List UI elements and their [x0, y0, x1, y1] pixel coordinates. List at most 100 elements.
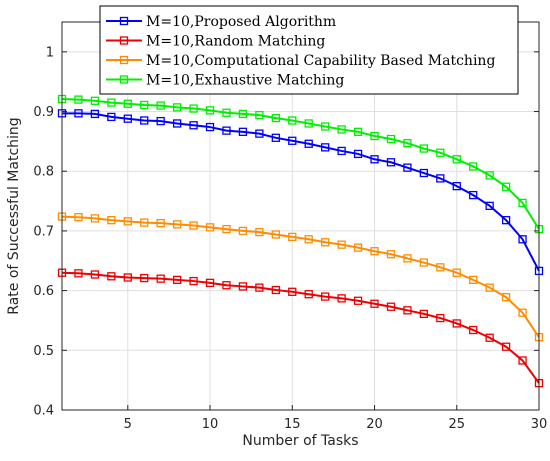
y-tick-label: 0.8 [33, 165, 54, 180]
legend-label: M=10,Exhaustive Matching [146, 73, 344, 89]
series-line [62, 112, 540, 272]
data-point [156, 101, 165, 110]
data-point [271, 230, 280, 239]
data-point [353, 243, 363, 252]
data-point [222, 224, 231, 234]
data-point [370, 299, 379, 308]
data-point [518, 308, 527, 317]
y-tick-label: 0.4 [33, 404, 54, 419]
data-point [238, 226, 248, 236]
x-tick-label: 20 [366, 417, 383, 432]
data-point [205, 122, 215, 132]
data-point [518, 198, 527, 208]
data-point [386, 302, 396, 311]
data-point [90, 214, 100, 223]
data-point [469, 190, 478, 200]
y-tick-label: 1 [46, 45, 54, 60]
data-point [205, 223, 215, 232]
data-point [321, 238, 330, 247]
data-point [288, 136, 297, 145]
data-point [222, 281, 231, 290]
data-point [74, 95, 83, 104]
data-point [156, 116, 165, 126]
data-point [419, 309, 429, 319]
data-point [107, 216, 116, 225]
data-point [288, 232, 297, 242]
data-point [370, 131, 379, 141]
data-point [172, 119, 182, 128]
data-point [238, 282, 248, 291]
data-point [485, 201, 494, 211]
data-point [370, 247, 379, 256]
y-axis-label: Rate of Successful Matching [6, 117, 22, 314]
data-point [288, 116, 297, 125]
data-point [419, 168, 429, 178]
x-tick-label: 5 [124, 417, 132, 432]
data-point [123, 99, 132, 108]
legend-swatch-marker [119, 16, 129, 26]
data-point [452, 155, 461, 164]
data-point [172, 275, 182, 285]
data-point [501, 293, 511, 302]
legend-label: M=10,Computational Capability Based Matc… [146, 53, 495, 69]
data-point [518, 356, 527, 365]
series-1 [57, 109, 544, 276]
data-point [156, 219, 165, 228]
x-tick-label: 30 [531, 417, 548, 432]
data-point [436, 313, 445, 323]
data-point [140, 273, 149, 283]
data-point [205, 106, 215, 115]
series-2 [57, 268, 544, 388]
data-point [123, 273, 132, 282]
data-point [370, 155, 379, 164]
data-point [172, 103, 182, 112]
y-tick-label: 0.7 [33, 224, 54, 239]
legend-item: M=10,Exhaustive Matching [106, 73, 344, 89]
data-point [518, 235, 527, 244]
data-point [140, 116, 149, 125]
data-point [501, 342, 511, 351]
data-point [304, 290, 313, 299]
data-point [90, 96, 100, 105]
data-point [238, 127, 248, 136]
data-point [222, 108, 231, 117]
data-point [436, 174, 445, 183]
data-point [469, 325, 478, 335]
y-tick-label: 0.6 [33, 284, 54, 299]
x-tick-label: 10 [202, 417, 219, 432]
data-point [403, 163, 412, 172]
data-point [501, 182, 511, 191]
data-point [469, 275, 478, 285]
data-point [304, 235, 313, 244]
data-point [255, 227, 264, 237]
data-point [353, 127, 363, 136]
data-point [255, 283, 264, 292]
series-line [61, 98, 540, 230]
legend-box [99, 5, 519, 95]
data-point [189, 221, 198, 230]
data-point [140, 100, 149, 110]
legend-item: M=10,Computational Capability Based Matc… [106, 53, 495, 69]
y-tick-label: 0.9 [33, 105, 54, 120]
data-point [74, 269, 83, 278]
data-point [485, 171, 494, 180]
data-point [485, 333, 494, 342]
data-point [419, 144, 429, 153]
legend: M=10,Proposed Algorithm M=10,Random Match… [99, 5, 519, 95]
data-point [485, 283, 494, 292]
data-point [452, 319, 461, 328]
data-point [172, 220, 182, 229]
data-point [386, 158, 396, 167]
data-point [436, 148, 445, 157]
data-point [90, 270, 100, 279]
data-point [123, 217, 132, 226]
data-point [271, 113, 280, 123]
data-point [255, 129, 264, 138]
data-point [321, 292, 330, 301]
data-point [469, 162, 478, 171]
x-axis-label: Number of Tasks [242, 433, 358, 449]
data-point [238, 109, 248, 119]
axis-ticks: 5 10 15 20 25 30 0.4 0.5 0.6 0.7 0.8 0.9 1 [33, 22, 547, 432]
data-point [271, 133, 280, 142]
